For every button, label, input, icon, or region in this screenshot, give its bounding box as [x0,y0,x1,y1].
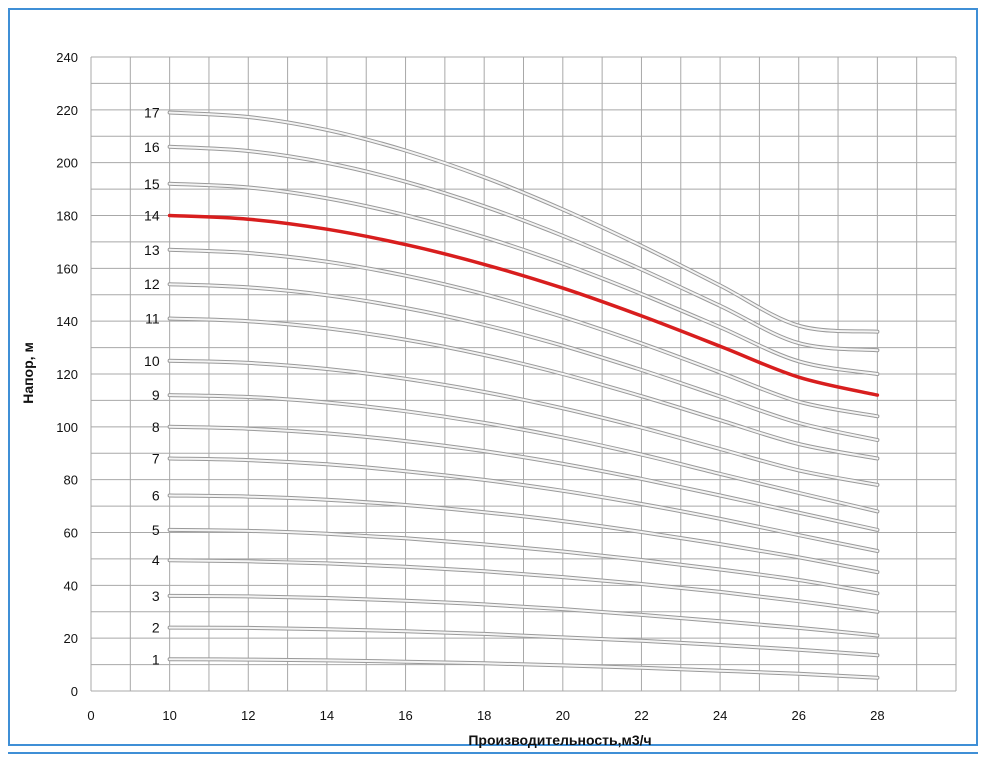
y-tick-label: 140 [56,314,78,329]
x-tick-label: 12 [241,708,255,723]
series-label-15: 15 [144,176,160,192]
series-line-inner-3 [168,594,879,637]
series-label-17: 17 [144,104,160,120]
y-axis-title: Напор, м [20,342,36,404]
y-tick-label: 180 [56,209,78,224]
series-line-inner-2 [168,626,879,657]
series-label-8: 8 [152,419,160,435]
series-line-inner-9 [168,394,879,513]
series-label-12: 12 [144,276,160,292]
x-tick-label: 24 [713,708,727,723]
series-line-14 [167,213,880,397]
series-line-inner-13 [168,248,879,418]
series-label-16: 16 [144,139,160,155]
series-label-11: 11 [145,311,160,327]
y-tick-label: 240 [56,50,78,65]
y-tick-label: 200 [56,156,78,171]
series-label-5: 5 [152,522,160,538]
x-tick-label: 20 [556,708,570,723]
series-label-7: 7 [152,451,160,467]
y-tick-label: 160 [56,261,78,276]
y-tick-label: 40 [64,578,78,593]
y-tick-label: 60 [64,526,78,541]
x-tick-label: 10 [162,708,176,723]
series-line-inner-7 [168,457,879,552]
bottom-rule [8,752,978,754]
x-tick-label: 26 [791,708,805,723]
x-tick-label: 0 [87,708,94,723]
series-label-14: 14 [144,208,160,224]
y-tick-label: 220 [56,103,78,118]
y-tick-label: 0 [71,684,78,699]
series-line-inner-6 [168,494,879,574]
x-tick-label: 14 [320,708,334,723]
series-line-inner-4 [168,559,879,613]
series-label-1: 1 [152,651,160,667]
x-axis-title: Производительность,м3/ч [468,732,651,748]
chart-frame [8,8,978,746]
y-tick-label: 100 [56,420,78,435]
curves [167,110,880,680]
series-label-6: 6 [152,488,160,504]
x-tick-label: 16 [398,708,412,723]
series-line-inner-12 [168,283,879,441]
series-line-inner-17 [168,111,879,333]
x-tick-label: 18 [477,708,491,723]
series-line-inner-8 [168,425,879,531]
series-label-4: 4 [152,552,160,568]
series-label-3: 3 [152,588,160,604]
y-tick-label: 20 [64,631,78,646]
series-label-9: 9 [152,387,160,403]
series-line-inner-16 [168,145,879,352]
series-line-inner-5 [168,528,879,595]
series-label-2: 2 [152,620,160,636]
series-line-inner-15 [168,182,879,375]
series-line-inner-1 [168,658,879,679]
series-line-inner-11 [168,317,879,460]
series-label-13: 13 [144,242,160,258]
y-tick-label: 80 [64,473,78,488]
y-tick-label: 120 [56,367,78,382]
series-line-inner-10 [168,359,879,486]
series-label-10: 10 [144,353,160,369]
x-tick-label: 22 [634,708,648,723]
x-tick-label: 28 [870,708,884,723]
